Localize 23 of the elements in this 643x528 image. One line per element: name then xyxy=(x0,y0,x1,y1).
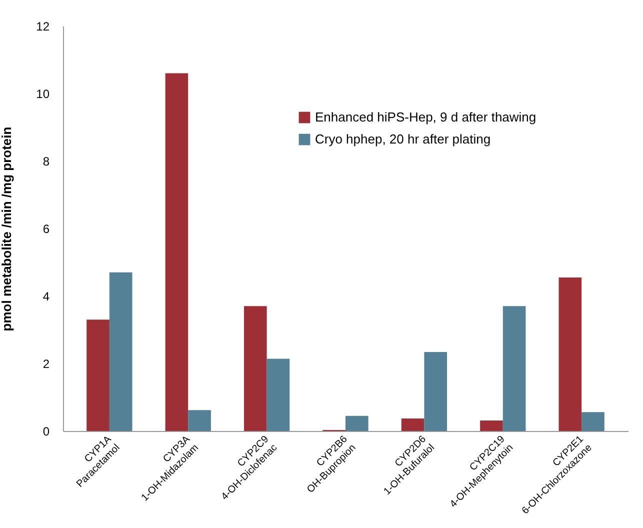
bar xyxy=(266,358,290,431)
bar xyxy=(244,306,267,431)
bar xyxy=(401,418,424,431)
y-tick-label: 4 xyxy=(42,290,50,304)
bar xyxy=(480,420,503,431)
bar xyxy=(424,352,448,431)
y-tick-label: 2 xyxy=(42,357,50,371)
y-tick-label: 10 xyxy=(36,87,50,101)
bar xyxy=(558,277,582,431)
y-tick-label: 12 xyxy=(36,20,50,34)
bar xyxy=(109,272,132,431)
bar xyxy=(86,320,110,431)
legend-label: Enhanced hiPS-Hep, 9 d after thawing xyxy=(315,110,536,124)
bar xyxy=(502,306,526,431)
y-tick-label: 8 xyxy=(42,154,50,168)
bar xyxy=(582,412,604,431)
y-tick-label: 0 xyxy=(42,424,50,438)
y-axis-title: pmol metabolite /min /mg protein xyxy=(0,126,14,332)
bar xyxy=(346,416,368,431)
bar xyxy=(188,410,211,431)
y-tick-label: 6 xyxy=(42,222,50,236)
bar xyxy=(165,73,188,431)
legend-label: Cryo hphep, 20 hr after plating xyxy=(315,132,491,146)
